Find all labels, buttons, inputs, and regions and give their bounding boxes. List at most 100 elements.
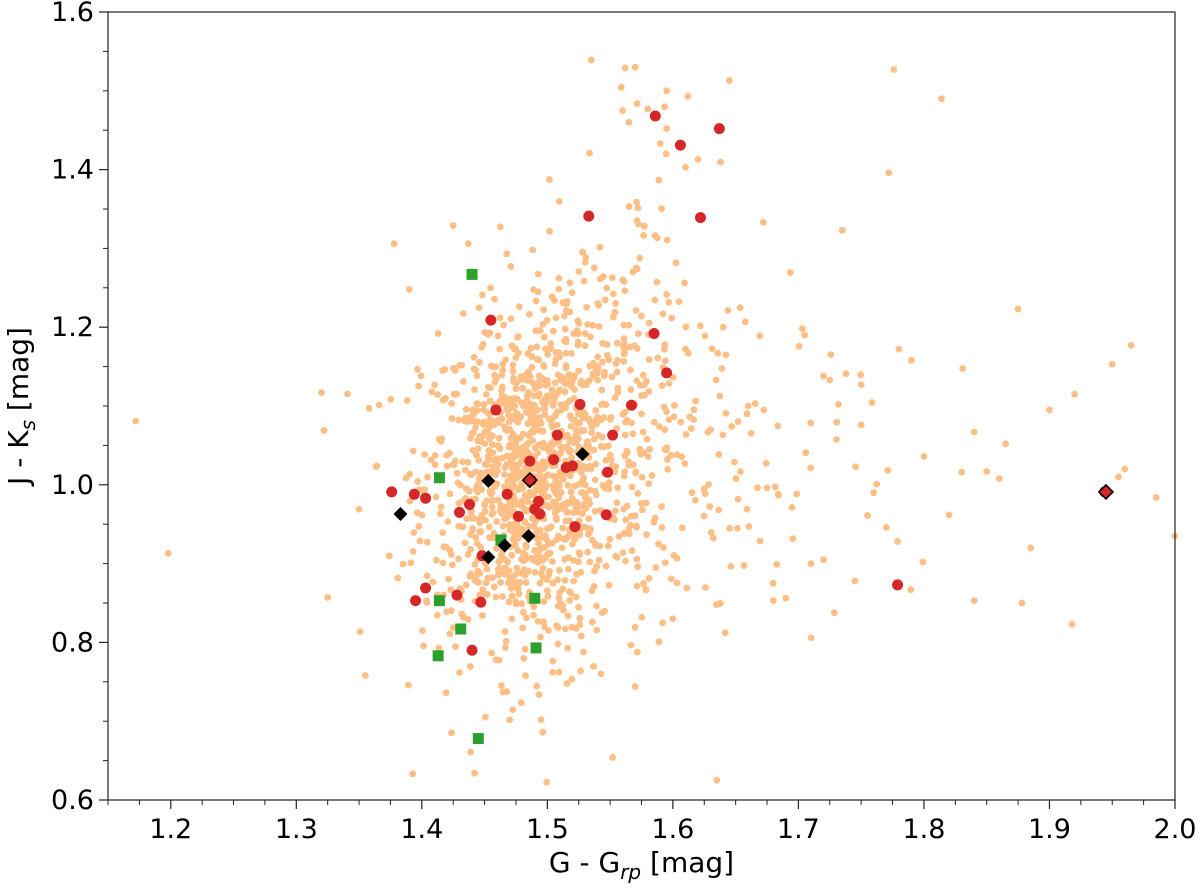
red-point xyxy=(625,399,637,411)
red-point xyxy=(533,495,545,507)
background-point xyxy=(670,551,678,559)
background-point xyxy=(611,507,619,515)
background-point xyxy=(439,367,446,374)
background-point xyxy=(559,476,567,483)
background-point xyxy=(625,458,632,466)
background-point xyxy=(540,363,548,370)
background-point xyxy=(409,770,417,778)
background-point xyxy=(471,561,479,568)
background-point xyxy=(665,379,673,387)
background-point xyxy=(517,413,525,421)
background-point xyxy=(830,609,838,617)
background-point xyxy=(658,524,666,531)
background-point xyxy=(464,551,472,558)
background-point xyxy=(633,217,641,225)
background-point xyxy=(498,550,506,558)
red-point xyxy=(410,595,422,607)
background-point xyxy=(678,524,686,532)
background-point xyxy=(603,284,611,292)
green-point xyxy=(495,534,507,546)
background-point xyxy=(481,507,489,515)
background-point xyxy=(409,547,417,555)
background-point xyxy=(516,499,523,506)
background-point xyxy=(580,474,588,482)
background-series xyxy=(132,56,1179,786)
background-point xyxy=(759,218,767,226)
background-point xyxy=(661,357,669,365)
background-point xyxy=(505,521,513,529)
background-point xyxy=(580,648,587,656)
background-point xyxy=(620,472,628,480)
background-point xyxy=(655,638,663,646)
background-point xyxy=(419,627,426,634)
background-point xyxy=(530,611,538,619)
plot-frame xyxy=(107,11,1176,801)
background-point xyxy=(589,536,596,544)
background-point xyxy=(640,232,648,239)
background-point xyxy=(573,508,581,516)
background-point xyxy=(464,459,472,466)
background-point xyxy=(669,615,677,623)
background-point xyxy=(633,522,640,530)
background-point xyxy=(1002,440,1009,448)
background-point xyxy=(838,226,846,234)
background-point xyxy=(576,419,583,427)
background-point xyxy=(575,319,583,327)
background-point xyxy=(566,596,574,604)
background-point xyxy=(622,418,629,426)
red-point xyxy=(551,429,563,441)
background-point xyxy=(512,354,520,361)
background-point xyxy=(833,436,840,443)
background-point xyxy=(361,672,369,679)
background-point xyxy=(508,615,516,623)
background-point xyxy=(494,332,502,340)
background-point xyxy=(564,481,572,489)
background-point xyxy=(700,512,708,520)
background-point xyxy=(593,368,601,375)
background-point xyxy=(717,158,724,166)
background-point xyxy=(528,554,536,562)
green-point xyxy=(472,733,484,745)
black-series xyxy=(393,447,1115,565)
background-point xyxy=(428,388,436,396)
background-point xyxy=(664,466,672,473)
background-point xyxy=(628,419,635,427)
background-point xyxy=(492,471,499,479)
background-point xyxy=(826,376,834,384)
background-point xyxy=(543,394,551,402)
background-point xyxy=(471,575,479,582)
green-point xyxy=(529,592,541,604)
background-point xyxy=(597,670,605,678)
background-point xyxy=(533,343,541,351)
background-point xyxy=(807,464,815,472)
background-point xyxy=(565,554,573,562)
background-point xyxy=(636,254,644,262)
background-point xyxy=(706,503,714,510)
background-point xyxy=(555,285,563,293)
background-point xyxy=(581,330,589,337)
background-point xyxy=(653,278,661,286)
background-point xyxy=(633,198,641,206)
red-point xyxy=(464,499,476,510)
background-point xyxy=(595,323,603,330)
background-point xyxy=(919,558,927,566)
background-point xyxy=(439,559,447,567)
background-point xyxy=(612,463,620,471)
background-point xyxy=(593,626,601,634)
background-point xyxy=(769,597,777,605)
background-point xyxy=(513,600,520,608)
red-point xyxy=(694,212,706,224)
background-point xyxy=(710,534,717,542)
background-point xyxy=(344,390,351,398)
background-point xyxy=(476,358,483,366)
background-point xyxy=(579,381,587,389)
background-point xyxy=(623,502,631,510)
background-point xyxy=(527,416,535,424)
background-point xyxy=(571,482,579,490)
background-point xyxy=(568,498,576,506)
background-point xyxy=(587,56,595,64)
background-point xyxy=(549,579,557,587)
background-point xyxy=(654,354,662,362)
background-point xyxy=(459,458,466,466)
background-point xyxy=(492,466,500,474)
